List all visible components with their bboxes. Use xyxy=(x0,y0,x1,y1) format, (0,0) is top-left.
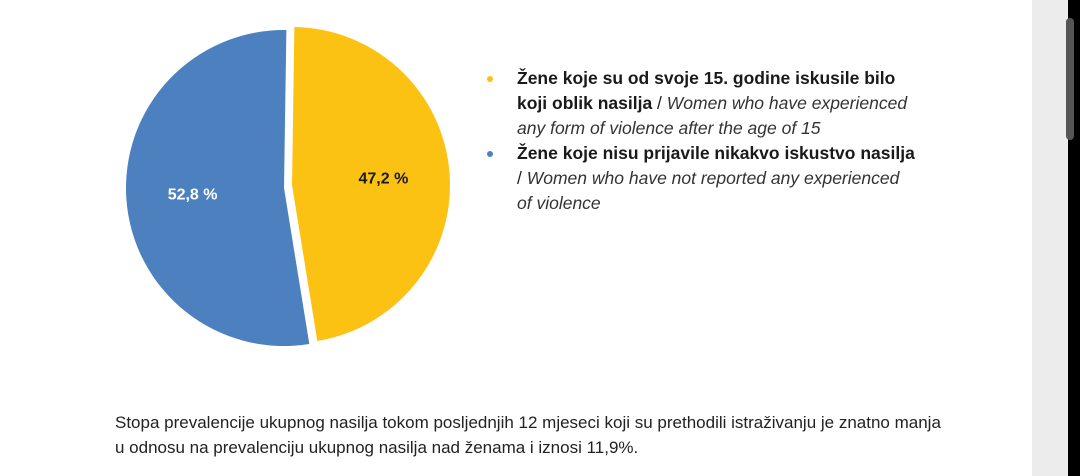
legend-label-italic: Women who have not reported any experien… xyxy=(517,168,900,213)
legend-bullet-blue xyxy=(487,151,493,157)
pie-slice-1 xyxy=(292,27,451,341)
legend-label-bold: Žene koje su od svoje 15. godine iskusil… xyxy=(517,68,896,113)
scrollbar-thumb[interactable] xyxy=(1066,18,1074,140)
chart-legend: Žene koje su od svoje 15. godine iskusil… xyxy=(487,66,917,216)
legend-bullet-yellow xyxy=(487,76,493,82)
legend-separator: / xyxy=(652,93,667,113)
body-paragraph: Stopa prevalencije ukupnog nasilja tokom… xyxy=(115,413,941,457)
legend-item-not-reported: Žene koje nisu prijavile nikakvo iskustv… xyxy=(487,141,917,216)
legend-item-experienced: Žene koje su od svoje 15. godine iskusil… xyxy=(487,66,917,141)
pie-chart: 47,2 % 52,8 % xyxy=(126,27,451,346)
pie-slice-label-2: 52,8 % xyxy=(168,187,218,204)
side-panel xyxy=(1032,0,1068,476)
document-page: 47,2 % 52,8 % Žene koje su od svoje 15. g… xyxy=(0,0,1032,476)
pie-slice-2 xyxy=(126,30,310,346)
legend-separator: / xyxy=(517,168,527,188)
legend-label-italic: Women who have experienced any form of v… xyxy=(517,93,908,138)
legend-label-bold: Žene koje nisu prijavile nikakvo iskustv… xyxy=(517,143,915,163)
pie-slice-label-1: 47,2 % xyxy=(358,170,408,187)
